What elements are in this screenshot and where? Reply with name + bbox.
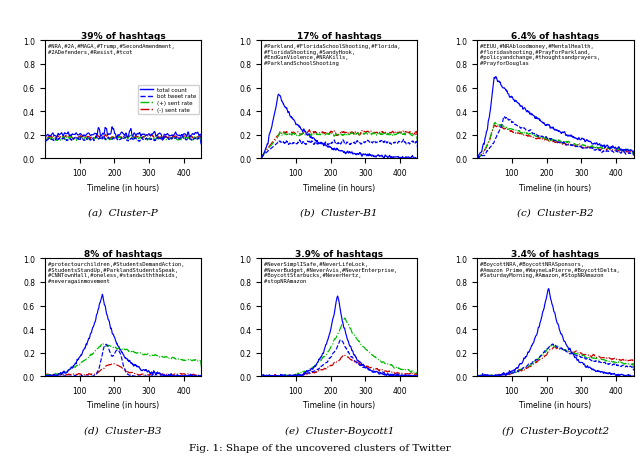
Title: 3.9% of hashtags: 3.9% of hashtags	[295, 249, 383, 258]
Text: (d)  Cluster-B3: (d) Cluster-B3	[84, 426, 162, 435]
X-axis label: Timeline (in hours): Timeline (in hours)	[519, 401, 591, 409]
Title: 8% of hashtags: 8% of hashtags	[84, 249, 163, 258]
X-axis label: Timeline (in hours): Timeline (in hours)	[87, 401, 159, 409]
Title: 39% of hashtags: 39% of hashtags	[81, 32, 166, 40]
Title: 17% of hashtags: 17% of hashtags	[297, 32, 381, 40]
Title: 3.4% of hashtags: 3.4% of hashtags	[511, 249, 600, 258]
Text: (e)  Cluster-Boycott1: (e) Cluster-Boycott1	[285, 426, 394, 435]
Text: Fig. 1: Shape of the uncovered clusters of Twitter: Fig. 1: Shape of the uncovered clusters …	[189, 443, 451, 452]
Text: #BoycottNRA,#BoycottNRASponsors,
#Amazon Prime,#WayneLaPierre,#BoycottDelta,
#Sa: #BoycottNRA,#BoycottNRASponsors, #Amazon…	[480, 261, 620, 278]
X-axis label: Timeline (in hours): Timeline (in hours)	[87, 183, 159, 192]
Text: (b)  Cluster-B1: (b) Cluster-B1	[300, 208, 378, 217]
X-axis label: Timeline (in hours): Timeline (in hours)	[519, 183, 591, 192]
Text: #EEUU,#NRAbloodmoney,#MentalHealth,
#floridashooting,#PrayForParkland,
#policyan: #EEUU,#NRAbloodmoney,#MentalHealth, #flo…	[480, 44, 600, 66]
X-axis label: Timeline (in hours): Timeline (in hours)	[303, 401, 375, 409]
X-axis label: Timeline (in hours): Timeline (in hours)	[303, 183, 375, 192]
Text: #NRA,#2A,#MAGA,#Trump,#SecondAmendment,
#2ADefenders,#Resist,#tcot: #NRA,#2A,#MAGA,#Trump,#SecondAmendment, …	[48, 44, 175, 55]
Text: #protectourchildren,#StudentsDemandAction,
#StudentsStandUp,#ParklandStudentsSpe: #protectourchildren,#StudentsDemandActio…	[48, 261, 184, 284]
Text: (a)  Cluster-P: (a) Cluster-P	[88, 208, 158, 217]
Text: #NeverSimplISafe,#NeverLifeLock,
#NeverBudget,#NeverAvis,#NeverEnterprise,
#Boyc: #NeverSimplISafe,#NeverLifeLock, #NeverB…	[264, 261, 397, 284]
Title: 6.4% of hashtags: 6.4% of hashtags	[511, 32, 600, 40]
Legend: total count, bot tweet rate, (+) sent rate, (-) sent rate: total count, bot tweet rate, (+) sent ra…	[138, 85, 198, 115]
Text: (f)  Cluster-Boycott2: (f) Cluster-Boycott2	[502, 426, 609, 435]
Text: (c)  Cluster-B2: (c) Cluster-B2	[517, 208, 594, 217]
Text: #Parkland,#FloridaSchoolShooting,#Florida,
#FloridaShooting,#SandyHook,
#EndGunV: #Parkland,#FloridaSchoolShooting,#Florid…	[264, 44, 401, 66]
